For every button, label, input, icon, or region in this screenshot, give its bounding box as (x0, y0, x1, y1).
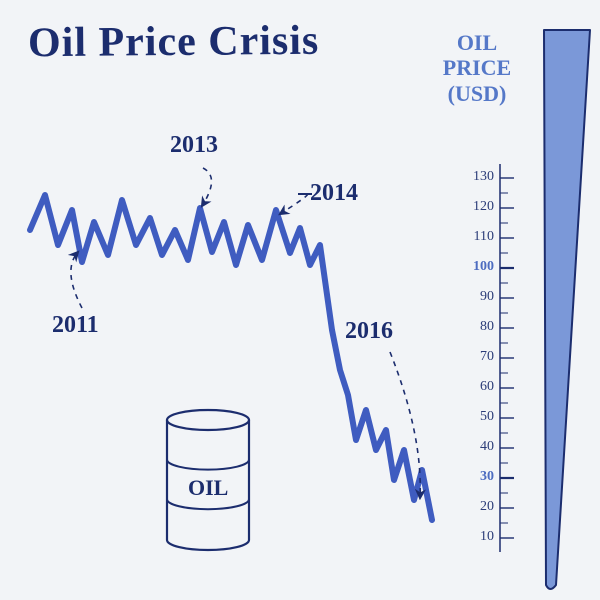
infographic-canvas: Oil Price Crisis OIL PRICE (USD) 2011201… (0, 0, 600, 600)
gauge-tick: 80 (464, 319, 494, 335)
gauge-tick: 10 (464, 529, 494, 545)
svg-layer (0, 0, 600, 600)
year-annotation: 2013 (170, 132, 218, 159)
gauge-tick: 130 (464, 169, 494, 185)
gauge-tick: 70 (464, 349, 494, 365)
gauge-tick: 60 (464, 379, 494, 395)
gauge-tick: 90 (464, 289, 494, 305)
gauge-tick: 50 (464, 409, 494, 425)
gauge-tick: 20 (464, 499, 494, 515)
year-annotation: 2016 (345, 318, 393, 345)
gauge-tick: 100 (464, 259, 494, 275)
gauge-tick: 40 (464, 439, 494, 455)
year-annotation: 2011 (52, 312, 99, 339)
year-annotation: 2014 (310, 180, 358, 207)
gauge-tick: 110 (464, 229, 494, 245)
gauge-tick: 120 (464, 199, 494, 215)
barrel-label: OIL (188, 475, 228, 501)
gauge-tick: 30 (464, 469, 494, 485)
